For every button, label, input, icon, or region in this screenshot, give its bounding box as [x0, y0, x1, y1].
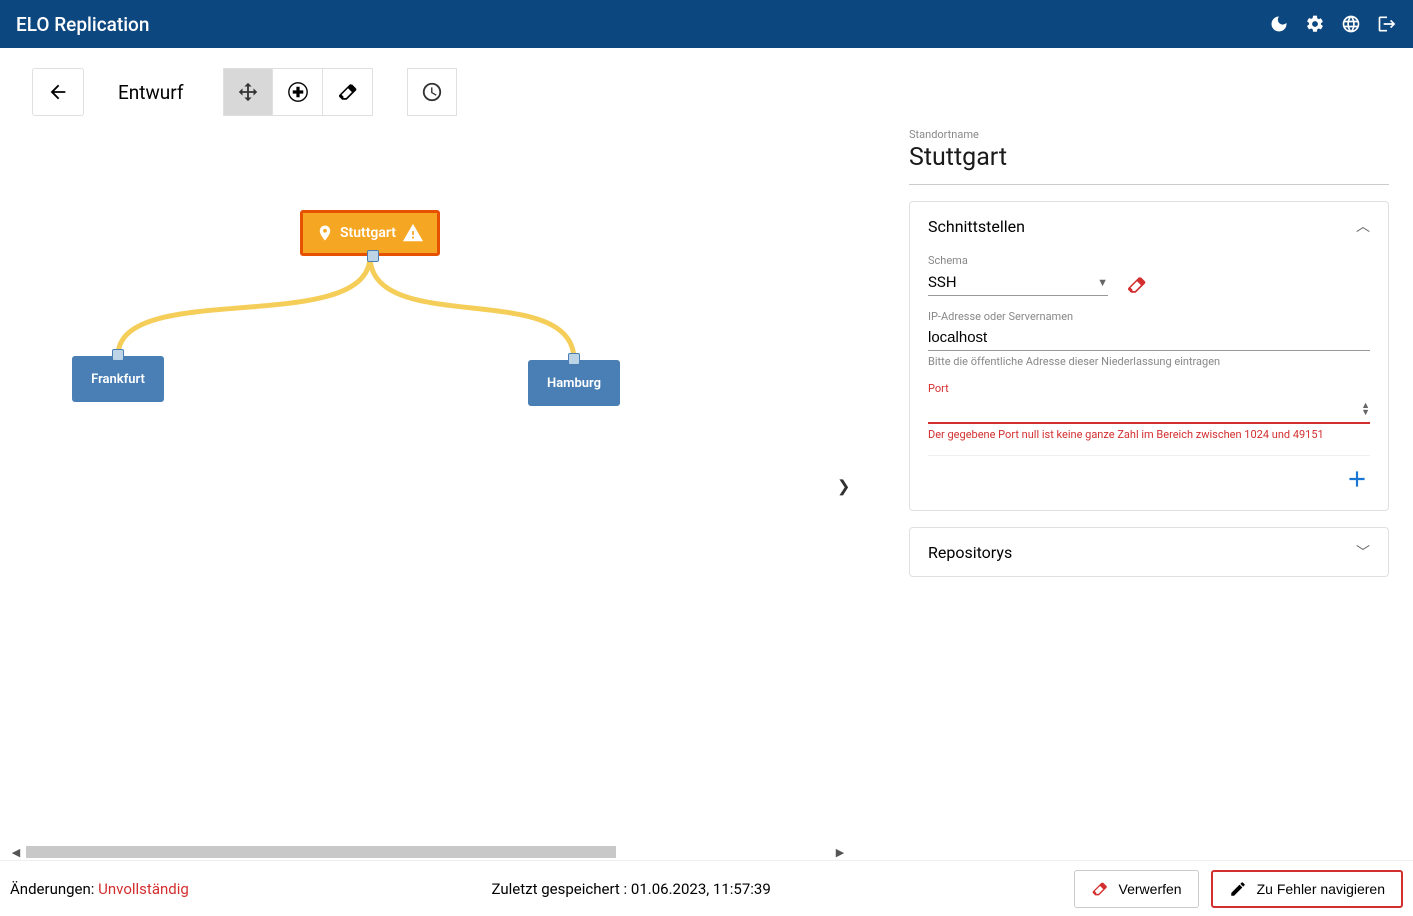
app-title: ELO Replication [16, 13, 149, 36]
changes-status: Änderungen: Unvollständig [10, 880, 189, 898]
status-footer: Änderungen: Unvollständig Zuletzt gespei… [0, 860, 1413, 916]
node-label: Frankfurt [91, 372, 145, 387]
panel-sublabel: Standortname [909, 128, 1389, 141]
node-handle-top[interactable] [112, 349, 124, 361]
changes-value: Unvollständig [98, 880, 189, 898]
draft-label: Entwurf [118, 81, 183, 104]
port-stepper[interactable]: ▲▼ [1361, 403, 1370, 417]
node-label: Stuttgart [340, 225, 396, 241]
header-icon-group [1269, 14, 1397, 34]
node-frankfurt[interactable]: Frankfurt [72, 356, 164, 402]
address-input[interactable] [928, 329, 1370, 346]
clock-icon [421, 81, 443, 103]
horizontal-scrollbar[interactable]: ◀ ▶ [10, 844, 846, 860]
diagram-canvas[interactable]: Stuttgart Frankfurt Hamburg [0, 128, 893, 844]
location-pin-icon [316, 224, 334, 242]
navigate-error-button[interactable]: Zu Fehler navigieren [1211, 870, 1403, 908]
caret-down-icon: ▼ [1097, 276, 1108, 289]
section-title: Schnittstellen [928, 217, 1025, 236]
warning-triangle-icon [402, 222, 424, 244]
node-stuttgart[interactable]: Stuttgart [300, 210, 440, 256]
clear-schema-icon[interactable] [1126, 274, 1148, 296]
scroll-left-arrow-icon[interactable]: ◀ [10, 844, 22, 860]
move-tool-button[interactable] [223, 68, 273, 116]
port-input[interactable] [928, 401, 1361, 418]
arrow-left-icon [47, 81, 69, 103]
footer-buttons: Verwerfen Zu Fehler navigieren [1074, 870, 1403, 908]
saved-timestamp: 01.06.2023, 11:57:39 [631, 880, 771, 898]
schema-value: SSH [928, 273, 957, 291]
interfaces-header[interactable]: Schnittstellen ︿ [910, 202, 1388, 250]
edge-stuttgart-hamburg [370, 256, 574, 360]
discard-label: Verwerfen [1119, 881, 1182, 897]
history-button[interactable] [407, 68, 457, 116]
node-hamburg[interactable]: Hamburg [528, 360, 620, 406]
address-input-wrap [928, 325, 1370, 351]
eraser-icon [337, 81, 359, 103]
node-handle-bottom[interactable] [367, 250, 379, 262]
app-header: ELO Replication [0, 0, 1413, 48]
eraser-icon [1091, 880, 1109, 898]
chevron-up-icon: ︿ [1356, 216, 1370, 236]
plus-icon[interactable] [1344, 466, 1370, 492]
interfaces-section: Schnittstellen ︿ Schema SSH ▼ [909, 201, 1389, 511]
add-interface-row [928, 455, 1370, 492]
chevron-down-icon: ﹀ [1356, 542, 1370, 562]
move-icon [237, 81, 259, 103]
schema-dropdown[interactable]: SSH ▼ [928, 269, 1108, 296]
edge-stuttgart-frankfurt [118, 256, 370, 356]
erase-tool-button[interactable] [323, 68, 373, 116]
node-label: Hamburg [547, 376, 601, 391]
panel-collapse-toggle[interactable]: ❯ [837, 477, 850, 496]
side-panel: Standortname Stuttgart Schnittstellen ︿ … [893, 128, 1413, 844]
changes-label: Änderungen: [10, 880, 94, 898]
address-hint: Bitte die öffentliche Adresse dieser Nie… [928, 355, 1370, 368]
add-tool-button[interactable] [273, 68, 323, 116]
scroll-thumb[interactable] [26, 846, 616, 858]
logout-icon[interactable] [1377, 14, 1397, 34]
node-handle-top[interactable] [568, 353, 580, 365]
back-button[interactable] [32, 68, 84, 116]
saved-label: Zuletzt gespeichert : [492, 880, 628, 898]
pencil-icon [1229, 880, 1247, 898]
toolbar: Entwurf [0, 48, 1413, 128]
discard-button[interactable]: Verwerfen [1074, 870, 1199, 908]
main-area: Entwurf Stuttgart [0, 48, 1413, 916]
scroll-right-arrow-icon[interactable]: ▶ [834, 844, 846, 860]
address-label: IP-Adresse oder Servernamen [928, 310, 1370, 323]
tool-group [223, 68, 373, 116]
port-label: Port [928, 382, 1370, 395]
panel-title: Stuttgart [909, 143, 1389, 185]
port-input-wrap: ▲▼ [928, 397, 1370, 424]
gear-icon[interactable] [1305, 14, 1325, 34]
content-area: Stuttgart Frankfurt Hamburg ❯ Standortna… [0, 128, 1413, 844]
port-error: Der gegebene Port null ist keine ganze Z… [928, 428, 1370, 441]
interfaces-body: Schema SSH ▼ IP-Adresse oder Servernamen [910, 250, 1388, 510]
moon-icon[interactable] [1269, 14, 1289, 34]
navigate-error-label: Zu Fehler navigieren [1257, 881, 1385, 897]
saved-status: Zuletzt gespeichert : 01.06.2023, 11:57:… [201, 880, 1062, 898]
plus-circle-icon [287, 81, 309, 103]
repositories-section: Repositorys ﹀ [909, 527, 1389, 577]
globe-icon[interactable] [1341, 14, 1361, 34]
repositories-header[interactable]: Repositorys ﹀ [910, 528, 1388, 576]
section-title: Repositorys [928, 543, 1012, 562]
schema-label: Schema [928, 254, 1108, 267]
